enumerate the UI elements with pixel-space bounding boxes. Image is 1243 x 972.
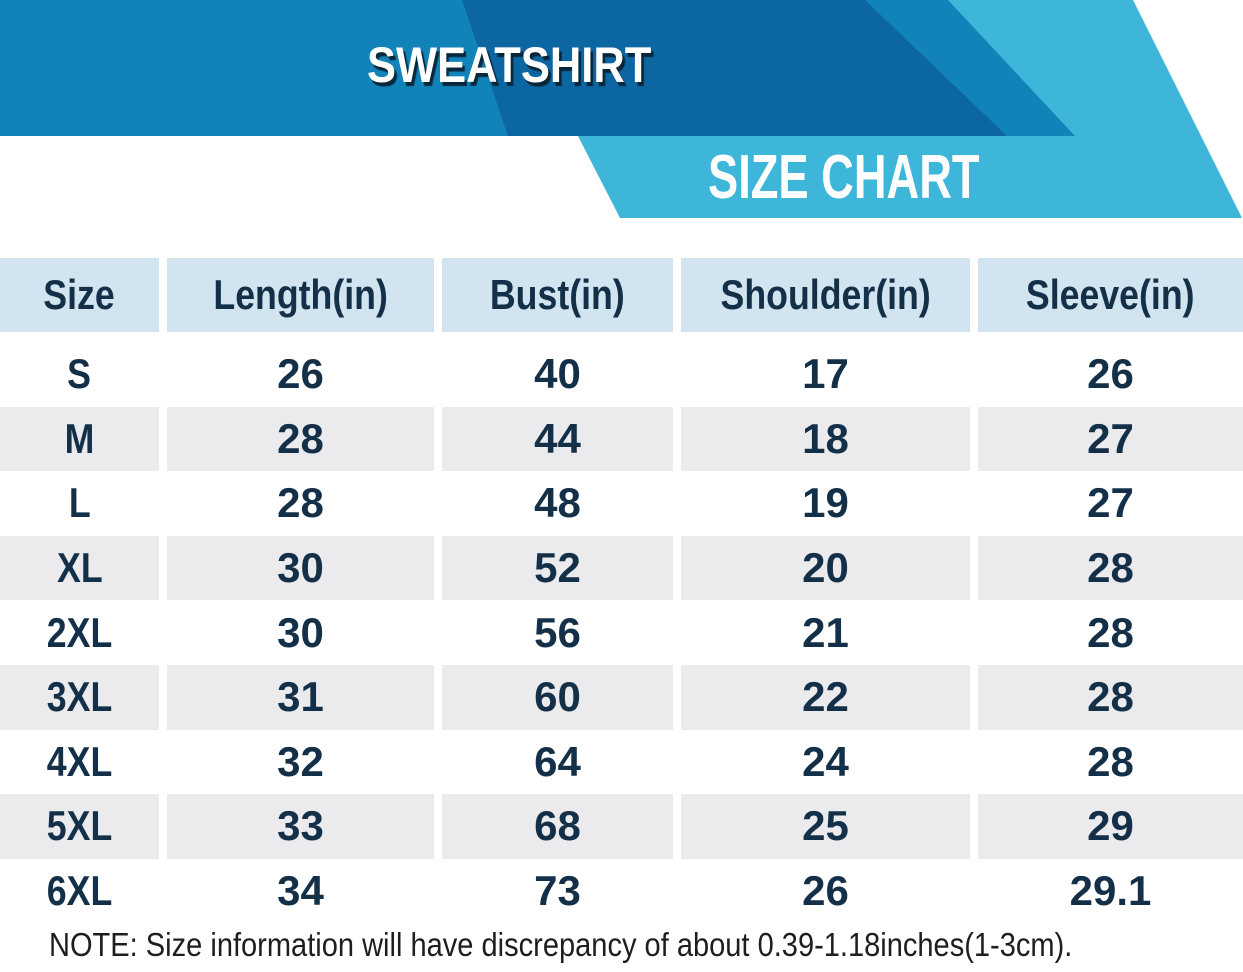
cell-size: M: [0, 406, 159, 472]
cell-length: 28: [167, 471, 434, 536]
cell-size: 6XL: [0, 858, 159, 924]
table-header-row: Size Length(in) Bust(in) Shoulder(in) Sl…: [0, 258, 1243, 332]
table-body: S 26 40 17 26 M 28 44 18 27 L 28 48 19 2…: [0, 342, 1243, 924]
cell-sleeve: 28: [978, 729, 1243, 795]
cell-size: 3XL: [0, 664, 159, 730]
table-row-6xl: 6XL 34 73 26 29.1: [0, 858, 1243, 924]
cell-bust: 44: [442, 406, 673, 472]
product-title: SWEATSHIRT: [367, 37, 652, 93]
cell-shoulder: 19: [681, 471, 970, 536]
cell-sleeve: 26: [978, 342, 1243, 407]
cell-sleeve: 28: [978, 600, 1243, 665]
cell-bust: 40: [442, 342, 673, 407]
header-cell-size: Size: [0, 258, 159, 332]
cell-sleeve: 29.1: [978, 858, 1243, 924]
cell-bust: 64: [442, 729, 673, 795]
size-chart-title: SIZE CHART: [708, 143, 980, 212]
cell-sleeve: 29: [978, 794, 1243, 859]
header-cell-sleeve: Sleeve(in): [978, 258, 1243, 332]
size-chart-ribbon-shape: [578, 136, 1242, 218]
cell-shoulder: 18: [681, 406, 970, 472]
table-row-3xl: 3XL 31 60 22 28: [0, 664, 1243, 730]
cell-bust: 60: [442, 664, 673, 730]
cell-sleeve: 27: [978, 471, 1243, 536]
cell-length: 34: [167, 858, 434, 924]
table-row-xl: XL 30 52 20 28: [0, 535, 1243, 601]
header-cell-length: Length(in): [167, 258, 434, 332]
cell-shoulder: 22: [681, 664, 970, 730]
cell-shoulder: 25: [681, 794, 970, 859]
cell-size: XL: [0, 535, 159, 601]
cell-sleeve: 28: [978, 535, 1243, 601]
table-row-5xl: 5XL 33 68 25 29: [0, 794, 1243, 859]
cell-length: 28: [167, 406, 434, 472]
cell-size: L: [0, 471, 159, 536]
table-row-4xl: 4XL 32 64 24 28: [0, 729, 1243, 795]
cell-bust: 48: [442, 471, 673, 536]
cell-shoulder: 26: [681, 858, 970, 924]
cell-shoulder: 24: [681, 729, 970, 795]
cell-shoulder: 17: [681, 342, 970, 407]
size-table: Size Length(in) Bust(in) Shoulder(in) Sl…: [0, 258, 1243, 924]
cell-bust: 68: [442, 794, 673, 859]
table-row-l: L 28 48 19 27: [0, 471, 1243, 536]
note-text: NOTE: Size information will have discrep…: [49, 926, 1073, 963]
cell-bust: 73: [442, 858, 673, 924]
cell-length: 32: [167, 729, 434, 795]
cell-size: 2XL: [0, 600, 159, 665]
cell-shoulder: 21: [681, 600, 970, 665]
cell-size: 4XL: [0, 729, 159, 795]
cell-length: 30: [167, 600, 434, 665]
table-row-2xl: 2XL 30 56 21 28: [0, 600, 1243, 665]
cell-sleeve: 28: [978, 664, 1243, 730]
cell-shoulder: 20: [681, 535, 970, 601]
cell-size: S: [0, 342, 159, 407]
header-cell-bust: Bust(in): [442, 258, 673, 332]
cell-bust: 52: [442, 535, 673, 601]
table-row-m: M 28 44 18 27: [0, 406, 1243, 472]
cell-length: 31: [167, 664, 434, 730]
cell-sleeve: 27: [978, 406, 1243, 472]
table-row-s: S 26 40 17 26: [0, 342, 1243, 407]
cell-size: 5XL: [0, 794, 159, 859]
banner: SWEATSHIRT SIZE CHART: [0, 0, 1243, 222]
header-cell-shoulder: Shoulder(in): [681, 258, 970, 332]
cell-length: 33: [167, 794, 434, 859]
cell-bust: 56: [442, 600, 673, 665]
cell-length: 30: [167, 535, 434, 601]
cell-length: 26: [167, 342, 434, 407]
